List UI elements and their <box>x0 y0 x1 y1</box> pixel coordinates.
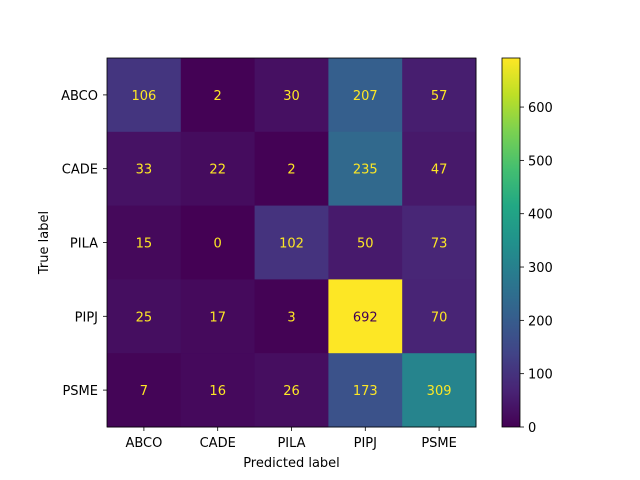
cell-value-label: 2 <box>214 89 222 104</box>
cell-value-label: 70 <box>431 310 448 325</box>
x-tick-label: PILA <box>277 436 305 451</box>
cell-value-label: 692 <box>353 310 378 325</box>
cell-value-label: 2 <box>287 163 295 178</box>
cell-value-label: 3 <box>287 310 295 325</box>
heatmap-cell <box>107 58 182 133</box>
heatmap-cell <box>254 205 329 280</box>
y-tick-label: PSME <box>62 384 98 399</box>
heatmap-cell <box>328 353 403 428</box>
heatmap-cell <box>402 279 477 354</box>
x-axis-title: Predicted label <box>243 456 340 471</box>
cell-value-label: 173 <box>353 384 378 399</box>
cell-value-label: 50 <box>357 237 374 252</box>
heatmap-cell <box>328 58 403 133</box>
x-axis: ABCO CADE PILA PIPJ PSME <box>125 427 457 451</box>
cell-value-label: 235 <box>353 163 378 178</box>
heatmap-cell <box>180 205 256 280</box>
colorbar-tick-label: 200 <box>528 314 553 329</box>
heatmap-cell <box>180 58 256 133</box>
y-tick-label: ABCO <box>61 89 98 104</box>
heatmap-cell <box>402 353 477 428</box>
x-tick-label: PIPJ <box>354 436 377 451</box>
heatmap-cell <box>402 58 477 133</box>
y-tick-label: CADE <box>62 163 98 178</box>
cell-value-label: 16 <box>209 384 226 399</box>
y-axis-title: True label <box>37 211 52 275</box>
colorbar-tick-label: 0 <box>528 421 536 436</box>
cell-value-label: 33 <box>136 163 153 178</box>
cell-value-label: 207 <box>353 89 378 104</box>
cell-value-label: 25 <box>136 310 153 325</box>
heatmap-cell <box>254 58 329 133</box>
cell-value-label: 73 <box>431 237 448 252</box>
x-tick-label: ABCO <box>125 436 162 451</box>
heatmap-cell <box>328 131 403 207</box>
heatmap-cell <box>328 279 403 354</box>
cell-value-label: 30 <box>283 89 300 104</box>
heatmap-cell <box>107 131 182 207</box>
colorbar <box>501 57 521 428</box>
heatmap-cell <box>107 279 182 354</box>
colorbar-tick-label: 400 <box>528 208 553 223</box>
colorbar-tick-label: 300 <box>528 261 553 276</box>
heatmap-cell <box>254 279 329 354</box>
cell-value-label: 15 <box>136 237 153 252</box>
cell-value-label: 7 <box>140 384 148 399</box>
heatmap-cell <box>402 205 477 280</box>
cell-value-label: 17 <box>209 310 226 325</box>
x-tick-label: CADE <box>200 436 236 451</box>
cell-value-label: 106 <box>131 89 156 104</box>
heatmap-cell <box>107 205 182 280</box>
y-tick-label: PIPJ <box>75 310 98 325</box>
heatmap-cell <box>328 205 403 280</box>
y-axis: ABCO CADE PILA PIPJ PSME <box>61 89 107 399</box>
colorbar-tick-label: 500 <box>528 154 553 169</box>
heatmap-cell <box>180 353 256 428</box>
colorbar-axis: 0 100 200 300 400 500 600 <box>520 101 553 436</box>
cell-value-label: 26 <box>283 384 300 399</box>
heatmap-cell <box>180 131 256 207</box>
y-tick-label: PILA <box>70 237 98 252</box>
cell-value-label: 57 <box>431 89 448 104</box>
colorbar-tick-label: 600 <box>528 101 553 116</box>
cell-value-label: 22 <box>209 163 226 178</box>
x-tick-label: PSME <box>421 436 457 451</box>
heatmap-cell <box>254 353 329 428</box>
cell-value-label: 47 <box>431 163 448 178</box>
heatmap-cell <box>107 353 182 428</box>
heatmap-cell <box>254 131 329 207</box>
colorbar-tick-label: 100 <box>528 368 553 383</box>
cell-value-label: 309 <box>427 384 452 399</box>
heatmap-cell <box>402 131 477 207</box>
heatmap-cell <box>180 279 256 354</box>
cell-value-label: 0 <box>214 237 222 252</box>
cell-value-label: 102 <box>279 237 304 252</box>
